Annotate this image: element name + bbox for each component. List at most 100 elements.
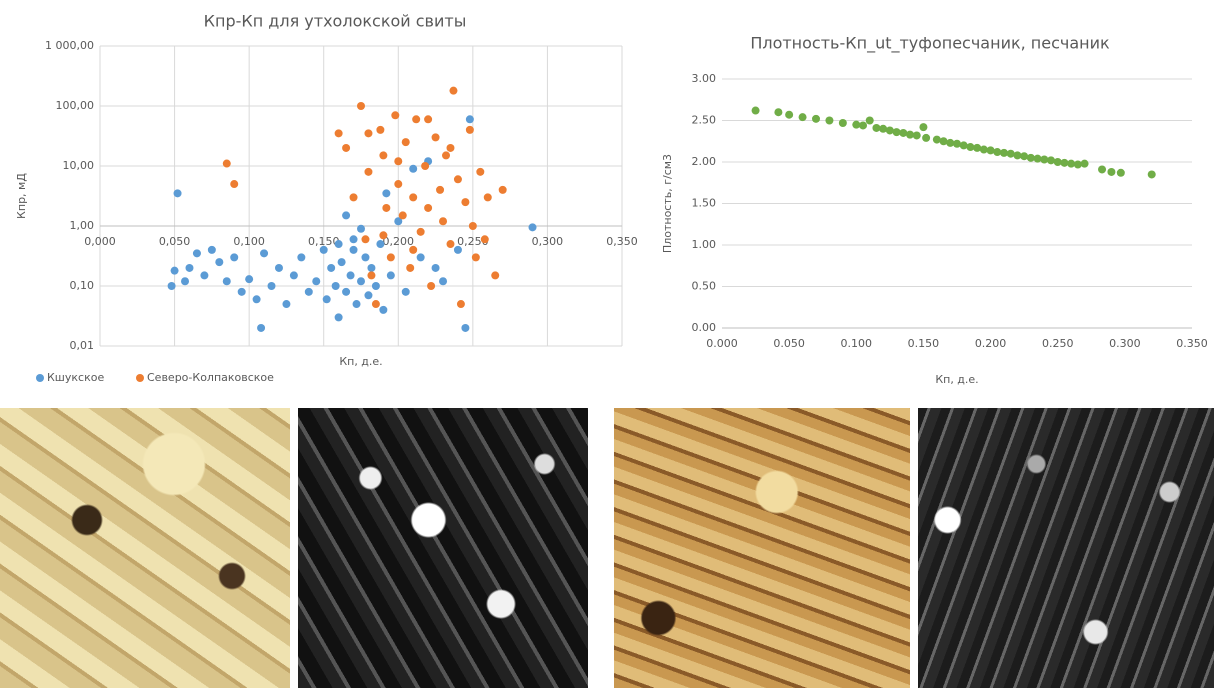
- point: [304, 287, 313, 296]
- point: [409, 193, 418, 202]
- point: [439, 217, 448, 226]
- point: [312, 277, 321, 286]
- point: [1026, 153, 1035, 162]
- point: [1060, 158, 1069, 167]
- point: [349, 245, 358, 254]
- point: [1020, 152, 1029, 161]
- point: [331, 282, 340, 290]
- point: [334, 240, 343, 249]
- x-tick-label: 0,000: [84, 235, 116, 248]
- point: [421, 162, 430, 170]
- point: [461, 323, 470, 332]
- point: [852, 120, 861, 129]
- point: [349, 235, 358, 244]
- point: [357, 102, 365, 110]
- point: [371, 282, 380, 290]
- y-tick-label: 0,01: [70, 339, 95, 352]
- point: [449, 86, 458, 95]
- point: [885, 126, 894, 135]
- point: [207, 245, 216, 254]
- point: [367, 271, 376, 280]
- point: [468, 222, 477, 230]
- point: [774, 108, 783, 117]
- point: [899, 128, 908, 137]
- point: [498, 185, 507, 194]
- point: [1053, 158, 1062, 166]
- point: [986, 146, 995, 155]
- point: [252, 295, 261, 304]
- point: [431, 133, 440, 142]
- point: [364, 167, 373, 176]
- x-tick-label: 0,250: [457, 235, 489, 248]
- point: [282, 300, 291, 309]
- x-tick-label: 0.100: [841, 337, 873, 350]
- point: [382, 203, 391, 212]
- point: [966, 143, 975, 152]
- point: [446, 240, 455, 249]
- x-tick-label: 0.300: [1109, 337, 1141, 350]
- point: [922, 133, 931, 142]
- point: [465, 125, 474, 134]
- point: [394, 180, 403, 189]
- point: [859, 121, 867, 130]
- x-tick-label: 0.350: [1176, 337, 1208, 350]
- point: [237, 287, 246, 296]
- y-tick-label: 2.50: [692, 114, 717, 127]
- y-axis-label: Кпр, мД: [15, 173, 28, 219]
- point: [480, 235, 489, 244]
- point: [442, 151, 451, 160]
- point: [334, 129, 343, 138]
- point: [1116, 168, 1125, 177]
- point: [959, 141, 968, 150]
- point: [386, 253, 395, 262]
- legend-marker: [36, 374, 44, 382]
- point: [357, 277, 365, 286]
- point: [416, 253, 425, 262]
- point: [1033, 154, 1042, 163]
- point: [192, 249, 201, 258]
- point: [1107, 167, 1116, 176]
- y-tick-label: 100,00: [56, 99, 95, 112]
- point: [528, 223, 537, 232]
- point: [322, 295, 331, 304]
- point: [406, 263, 415, 272]
- point: [838, 118, 847, 127]
- point: [424, 115, 433, 124]
- y-tick-label: 3.00: [692, 72, 717, 85]
- point: [461, 198, 470, 207]
- point: [1040, 155, 1049, 164]
- point: [398, 211, 407, 220]
- point: [376, 125, 385, 134]
- point: [349, 193, 358, 202]
- y-tick-label: 0.00: [692, 321, 717, 334]
- point: [342, 211, 351, 220]
- point: [222, 277, 231, 286]
- x-axis-label: Кп, д.е.: [339, 355, 382, 368]
- point: [1080, 159, 1089, 168]
- point: [342, 143, 351, 152]
- point: [185, 263, 194, 272]
- point: [319, 245, 328, 254]
- point: [230, 253, 239, 262]
- point: [427, 282, 436, 290]
- x-tick-label: 0.200: [975, 337, 1007, 350]
- point: [334, 313, 343, 322]
- point: [361, 235, 370, 244]
- point: [230, 180, 239, 189]
- point: [376, 240, 385, 249]
- point: [352, 300, 361, 309]
- x-tick-label: 0,300: [532, 235, 564, 248]
- point: [751, 106, 760, 115]
- x-tick-label: 0.000: [706, 337, 738, 350]
- point: [912, 131, 921, 140]
- x-tick-label: 0,200: [383, 235, 415, 248]
- point: [1047, 156, 1055, 165]
- point: [379, 305, 388, 314]
- point: [953, 139, 961, 148]
- y-tick-label: 10,00: [63, 159, 95, 172]
- point: [371, 300, 380, 309]
- y-tick-label: 1 000,00: [45, 39, 94, 52]
- x-tick-label: 0,100: [233, 235, 265, 248]
- point: [215, 258, 224, 267]
- point: [979, 145, 988, 154]
